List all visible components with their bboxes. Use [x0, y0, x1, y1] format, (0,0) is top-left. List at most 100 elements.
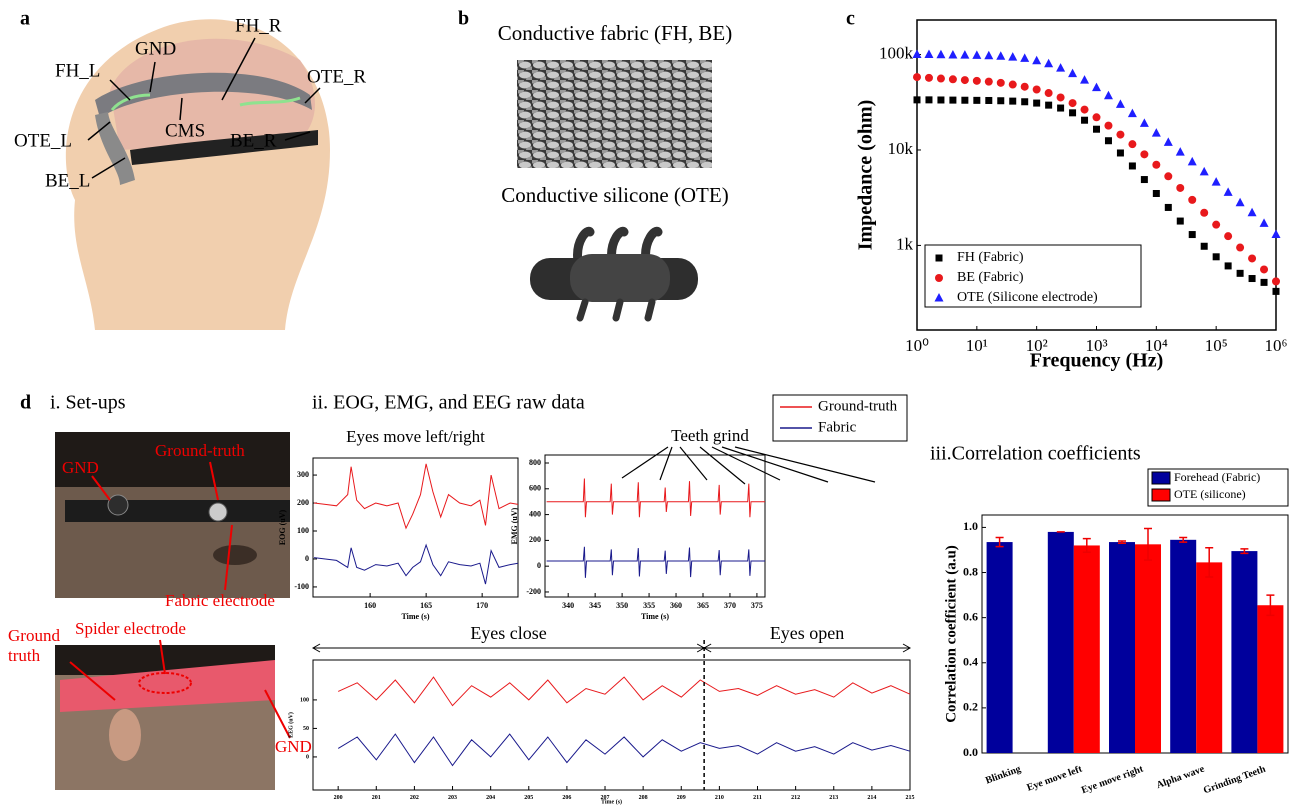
arrow	[722, 447, 828, 482]
point	[985, 78, 993, 86]
legend-label: FH (Fabric)	[957, 250, 1024, 265]
legend-label: BE (Fabric)	[957, 270, 1024, 285]
point	[1176, 147, 1185, 156]
point	[1128, 109, 1137, 118]
point	[937, 96, 944, 103]
point	[997, 97, 1004, 104]
y-tick-label: 0	[306, 754, 309, 760]
electrode-label: FH_L	[55, 60, 100, 81]
electrode-body	[570, 254, 670, 302]
y-tick-label: 0	[305, 554, 309, 563]
x-tick-label: 213	[829, 795, 838, 801]
bar	[1135, 544, 1161, 753]
point	[1224, 187, 1233, 196]
point	[937, 75, 945, 83]
signal-line	[338, 734, 910, 765]
point	[913, 73, 921, 81]
material-title: Conductive fabric (FH, BE)	[498, 21, 732, 45]
x-tick-label: 200	[334, 795, 343, 801]
x-tick-label: 205	[524, 795, 533, 801]
x-tick-label: 215	[906, 795, 915, 801]
electrode-label: BE_L	[45, 170, 90, 191]
x-tick-label: 360	[670, 601, 682, 610]
point	[961, 97, 968, 104]
y-tick-label: 0.6	[963, 609, 978, 623]
point	[1165, 204, 1172, 211]
y-axis-label: EOG (uV)	[278, 510, 287, 546]
bar	[1109, 542, 1135, 753]
arrow	[660, 447, 672, 480]
legend-marker	[936, 255, 943, 262]
point	[1272, 230, 1281, 239]
legend-swatch	[1152, 472, 1170, 484]
photo-label: GND	[62, 458, 99, 477]
electrode-label: OTE_R	[307, 66, 366, 87]
x-tick-label: 10⁰	[905, 336, 929, 355]
point	[1260, 218, 1269, 227]
legend-marker	[935, 274, 943, 282]
y-tick-label: 50	[303, 726, 309, 732]
point	[1152, 128, 1161, 137]
y-tick-label: 100k	[879, 43, 914, 62]
point	[1189, 231, 1196, 238]
point	[1177, 218, 1184, 225]
y-tick-label: 0.0	[963, 745, 978, 759]
arrow	[622, 447, 668, 478]
point	[1249, 275, 1256, 282]
section-title: iii.Correlation coefficients	[930, 443, 1141, 465]
x-axis-label: Time (s)	[641, 612, 669, 621]
y-tick-label: 1k	[896, 234, 914, 253]
point	[1045, 102, 1052, 109]
x-tick-label: 340	[562, 601, 574, 610]
electrode	[108, 495, 128, 515]
point	[1129, 162, 1136, 169]
x-tick-label: 350	[616, 601, 628, 610]
figure: a b c d GND FH_L FH_R OTE_R CMS OTE_L BE…	[0, 0, 1290, 806]
y-tick-label: 1.0	[963, 519, 978, 533]
x-tick-label: 370	[724, 601, 736, 610]
photo-label: Fabric electrode	[165, 591, 275, 610]
point	[936, 50, 945, 59]
chart-title: Eyes move left/right	[346, 427, 485, 446]
point	[1224, 232, 1232, 240]
silicone-electrode	[530, 231, 698, 318]
point	[1116, 99, 1125, 108]
point	[1044, 59, 1053, 68]
point	[1272, 277, 1280, 285]
point	[1008, 52, 1017, 61]
x-tick-label: 206	[562, 795, 571, 801]
point	[949, 97, 956, 104]
x-tick-label: 202	[410, 795, 419, 801]
x-tick-label: 10¹	[966, 336, 988, 355]
x-tick-label: 210	[715, 795, 724, 801]
x-tick-label: 375	[751, 601, 763, 610]
point	[1021, 98, 1028, 105]
point	[1153, 190, 1160, 197]
point	[1128, 140, 1136, 148]
x-tick-label: 355	[643, 601, 655, 610]
point	[1261, 279, 1268, 286]
y-tick-label: -200	[526, 587, 541, 596]
y-axis-label: Correlation coefficient (a.u)	[943, 545, 959, 723]
point	[1212, 177, 1221, 186]
signal-line	[314, 545, 518, 584]
y-tick-label: 0	[537, 561, 541, 570]
bar	[1048, 532, 1074, 753]
panel-letter: c	[846, 8, 855, 30]
point	[1021, 83, 1029, 91]
point	[997, 79, 1005, 87]
y-tick-label: 0.4	[963, 655, 978, 669]
point	[1104, 122, 1112, 130]
point	[1273, 288, 1280, 295]
x-tick-label: 170	[476, 601, 488, 610]
signal-line	[338, 677, 910, 706]
y-tick-label: 200	[297, 498, 309, 507]
x-tick-label: 212	[791, 795, 800, 801]
annotation: Eyes close	[470, 623, 546, 643]
point	[948, 50, 957, 59]
legend-label: Forehead (Fabric)	[1174, 470, 1260, 484]
photo-label: Ground-truth	[155, 441, 245, 460]
y-tick-label: 400	[529, 509, 541, 518]
point	[1140, 150, 1148, 158]
panel-letter: b	[458, 8, 469, 30]
